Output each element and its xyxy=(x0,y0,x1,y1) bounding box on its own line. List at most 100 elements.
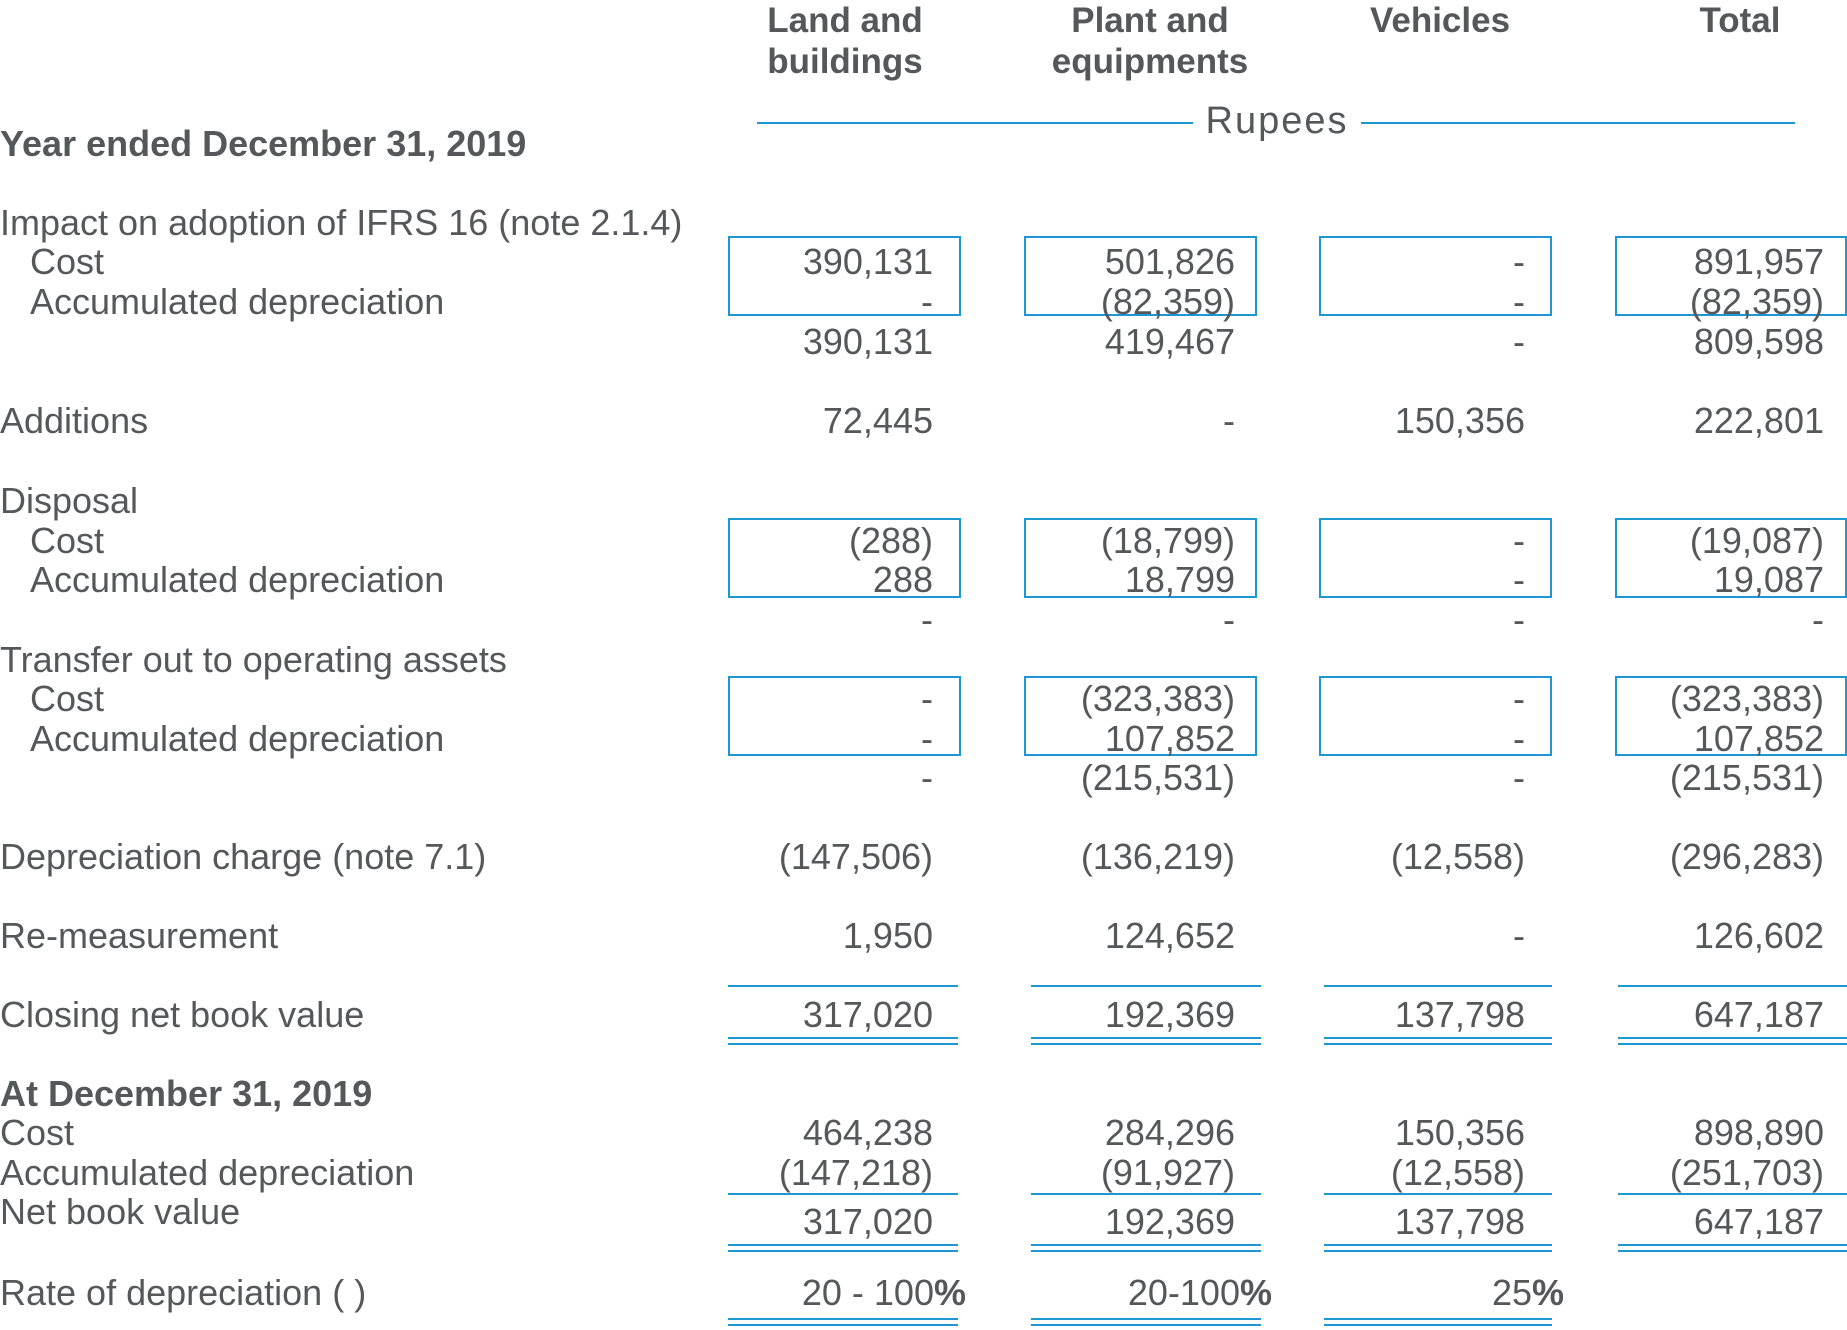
additions-land: 72,445 xyxy=(822,400,933,441)
closing-bottom-rule-1-vehicles xyxy=(1324,1037,1552,1039)
closing-nbv-total: 647,187 xyxy=(1693,994,1824,1035)
transfer-box-plant xyxy=(1024,676,1257,756)
rate-rule-1-land xyxy=(728,1318,958,1320)
impact-box-land xyxy=(728,236,961,316)
rupees-rule-right xyxy=(1361,122,1795,124)
transfer-box-land xyxy=(728,676,961,756)
impact-acc-plant: (82,359) xyxy=(1100,281,1235,322)
dep-charge-land: (147,506) xyxy=(778,836,933,877)
section-year-ended: Year ended December 31, 2019 xyxy=(0,123,527,164)
dep-charge-vehicles: (12,558) xyxy=(1390,836,1525,877)
closing-bottom-rule-2-total xyxy=(1618,1043,1847,1045)
at-acc-land: (147,218) xyxy=(778,1152,933,1193)
rupees-rule-left xyxy=(757,122,1193,124)
transfer-box-total xyxy=(1615,676,1847,756)
disposal-box-land xyxy=(728,518,961,598)
additions-total: 222,801 xyxy=(1693,400,1824,441)
label-at-acc-dep: Accumulated depreciation xyxy=(0,1152,415,1193)
impact-box-total xyxy=(1615,236,1847,316)
at-nbv-plant: 192,369 xyxy=(1104,1201,1235,1242)
disposal-cost-plant: (18,799) xyxy=(1100,520,1235,561)
remeasurement-vehicles: - xyxy=(1513,915,1525,956)
nbv-bottom-rule-1-total xyxy=(1618,1244,1847,1246)
impact-cost-vehicles: - xyxy=(1513,241,1525,282)
rate-rule-2-land xyxy=(728,1324,958,1326)
transfer-net-land: - xyxy=(921,757,933,798)
remeasurement-total: 126,602 xyxy=(1693,915,1824,956)
additions-vehicles: 150,356 xyxy=(1394,400,1525,441)
closing-top-rule-total xyxy=(1618,985,1847,987)
label-transfer-cost: Cost xyxy=(30,678,105,719)
impact-net-land: 390,131 xyxy=(802,321,933,362)
at-nbv-vehicles: 137,798 xyxy=(1394,1201,1525,1242)
nbv-top-rule-total xyxy=(1618,1193,1847,1195)
label-disposal-acc-dep: Accumulated depreciation xyxy=(30,559,445,600)
transfer-cost-vehicles: - xyxy=(1513,678,1525,719)
rate-vehicles-value: 25 xyxy=(1491,1272,1532,1313)
at-cost-total: 898,890 xyxy=(1693,1112,1824,1153)
rate-plant-percent: % xyxy=(1239,1272,1272,1313)
disposal-net-land: - xyxy=(921,599,933,640)
rate-vehicles: 25% xyxy=(1324,1273,1564,1313)
transfer-net-total: (215,531) xyxy=(1669,757,1824,798)
transfer-cost-land: - xyxy=(921,678,933,719)
impact-acc-land: - xyxy=(921,281,933,322)
label-disposal-cost: Cost xyxy=(30,520,105,561)
at-nbv-land: 317,020 xyxy=(802,1201,933,1242)
header-total: Total xyxy=(1699,1,1781,40)
disposal-net-total: - xyxy=(1812,599,1824,640)
label-dep-charge: Depreciation charge (note 7.1) xyxy=(0,836,487,877)
nbv-top-rule-land xyxy=(728,1193,958,1195)
additions-plant: - xyxy=(1223,400,1235,441)
transfer-acc-total: 107,852 xyxy=(1693,718,1824,759)
nbv-bottom-rule-2-plant xyxy=(1031,1250,1261,1252)
at-acc-total: (251,703) xyxy=(1669,1152,1824,1193)
disposal-acc-vehicles: - xyxy=(1513,559,1525,600)
disposal-box-total xyxy=(1615,518,1847,598)
dep-charge-total: (296,283) xyxy=(1669,836,1824,877)
currency-label: Rupees xyxy=(1205,100,1349,142)
rate-land-percent: % xyxy=(933,1272,966,1313)
label-remeasurement: Re-measurement xyxy=(0,915,279,956)
closing-top-rule-land xyxy=(728,985,958,987)
impact-cost-plant: 501,826 xyxy=(1104,241,1235,282)
at-nbv-total: 647,187 xyxy=(1693,1201,1824,1242)
impact-acc-vehicles: - xyxy=(1513,281,1525,322)
nbv-top-rule-vehicles xyxy=(1324,1193,1552,1195)
dep-charge-plant: (136,219) xyxy=(1080,836,1235,877)
section-at-date: At December 31, 2019 xyxy=(0,1073,373,1114)
impact-box-vehicles xyxy=(1319,236,1552,316)
disposal-cost-vehicles: - xyxy=(1513,520,1525,561)
closing-nbv-vehicles: 137,798 xyxy=(1394,994,1525,1035)
rate-land-value: 20 - 100 xyxy=(801,1272,934,1313)
transfer-acc-vehicles: - xyxy=(1513,718,1525,759)
label-transfer: Transfer out to operating assets xyxy=(0,639,507,680)
closing-top-rule-plant xyxy=(1031,985,1261,987)
nbv-bottom-rule-2-total xyxy=(1618,1250,1847,1252)
at-cost-plant: 284,296 xyxy=(1104,1112,1235,1153)
disposal-net-plant: - xyxy=(1223,599,1235,640)
nbv-bottom-rule-2-land xyxy=(728,1250,958,1252)
closing-bottom-rule-1-total xyxy=(1618,1037,1847,1039)
closing-bottom-rule-2-plant xyxy=(1031,1043,1261,1045)
disposal-acc-land: 288 xyxy=(872,559,933,600)
label-transfer-acc-dep: Accumulated depreciation xyxy=(30,718,445,759)
rate-rule-1-vehicles xyxy=(1324,1318,1552,1320)
at-acc-plant: (91,927) xyxy=(1100,1152,1235,1193)
disposal-cost-total: (19,087) xyxy=(1689,520,1824,561)
rate-plant: 20-100% xyxy=(1031,1273,1272,1313)
impact-cost-land: 390,131 xyxy=(802,241,933,282)
at-acc-vehicles: (12,558) xyxy=(1390,1152,1525,1193)
label-closing-nbv: Closing net book value xyxy=(0,994,365,1035)
label-impact-cost: Cost xyxy=(30,241,105,282)
closing-nbv-land: 317,020 xyxy=(802,994,933,1035)
impact-cost-total: 891,957 xyxy=(1693,241,1824,282)
transfer-cost-total: (323,383) xyxy=(1669,678,1824,719)
transfer-cost-plant: (323,383) xyxy=(1080,678,1235,719)
transfer-box-vehicles xyxy=(1319,676,1552,756)
label-rate: Rate of depreciation ( ) xyxy=(0,1272,367,1313)
closing-bottom-rule-1-land xyxy=(728,1037,958,1039)
closing-top-rule-vehicles xyxy=(1324,985,1552,987)
rate-rule-1-plant xyxy=(1031,1318,1261,1320)
impact-net-plant: 419,467 xyxy=(1104,321,1235,362)
